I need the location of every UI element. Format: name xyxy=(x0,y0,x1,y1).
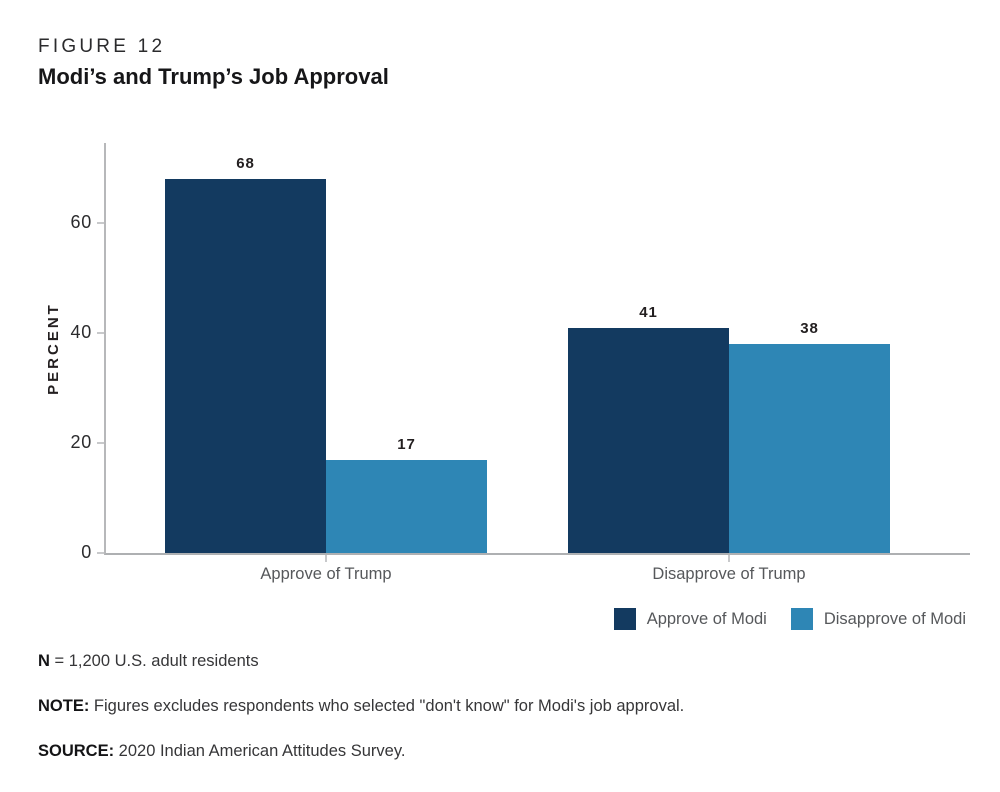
y-axis-title: PERCENT xyxy=(40,143,66,553)
legend-label: Approve of Modi xyxy=(646,609,767,628)
bar-value-label: 41 xyxy=(639,304,658,321)
source-label: SOURCE: xyxy=(38,742,115,760)
legend-item: Approve of Modi xyxy=(613,608,767,630)
note-line: NOTE: Figures excludes respondents who s… xyxy=(38,697,958,716)
bar-approve-of-modi xyxy=(165,179,326,553)
y-axis-tick-label: 40 xyxy=(70,322,92,342)
bar-disapprove-of-modi xyxy=(729,344,890,553)
legend-swatch xyxy=(790,608,813,630)
figure-number-label: FIGURE 12 xyxy=(38,36,166,57)
legend-swatch xyxy=(613,608,636,630)
y-axis-title-text: PERCENT xyxy=(44,301,62,395)
y-axis-tick-label: 20 xyxy=(70,432,92,452)
x-axis-tick xyxy=(325,555,327,562)
y-axis-tick-label: 0 xyxy=(81,542,92,562)
x-category-label: Disapprove of Trump xyxy=(652,565,806,583)
note-text: Figures excludes respondents who selecte… xyxy=(89,697,685,715)
bar-disapprove-of-modi xyxy=(326,460,487,553)
x-axis-tick xyxy=(728,555,730,562)
bar-approve-of-modi xyxy=(568,328,729,553)
bar-chart-plot-area: 0 20 40 60 68 17 Approve of Trump 41 38 Disapprov… xyxy=(71,143,970,583)
bar-value-label: 17 xyxy=(397,436,416,453)
figure-title: Modi’s and Trump’s Job Approval xyxy=(38,64,389,89)
y-axis-tick xyxy=(97,222,104,224)
bar-value-label: 38 xyxy=(800,320,819,337)
sample-size-text: = 1,200 U.S. adult residents xyxy=(49,652,259,670)
y-axis-tick xyxy=(97,552,104,554)
sample-size-label: N xyxy=(38,652,50,670)
x-category-label: Approve of Trump xyxy=(260,565,392,583)
y-axis-tick xyxy=(97,442,104,444)
legend-label: Disapprove of Modi xyxy=(823,609,966,628)
chart-legend: Approve of Modi Disapprove of Modi xyxy=(613,608,966,630)
source-line: SOURCE: 2020 Indian American Attitudes S… xyxy=(38,742,958,761)
bar-value-label: 68 xyxy=(236,155,255,172)
y-axis-tick-label: 60 xyxy=(70,212,92,232)
sample-size-note: N = 1,200 U.S. adult residents xyxy=(38,652,958,671)
footnotes: N = 1,200 U.S. adult residents NOTE: Fig… xyxy=(38,652,958,787)
title-block: FIGURE 12 Modi’s and Trump’s Job Approva… xyxy=(38,36,389,90)
y-axis-tick xyxy=(97,332,104,334)
legend-item: Disapprove of Modi xyxy=(790,608,966,630)
note-label: NOTE: xyxy=(38,697,90,715)
source-text: 2020 Indian American Attitudes Survey. xyxy=(114,742,406,760)
